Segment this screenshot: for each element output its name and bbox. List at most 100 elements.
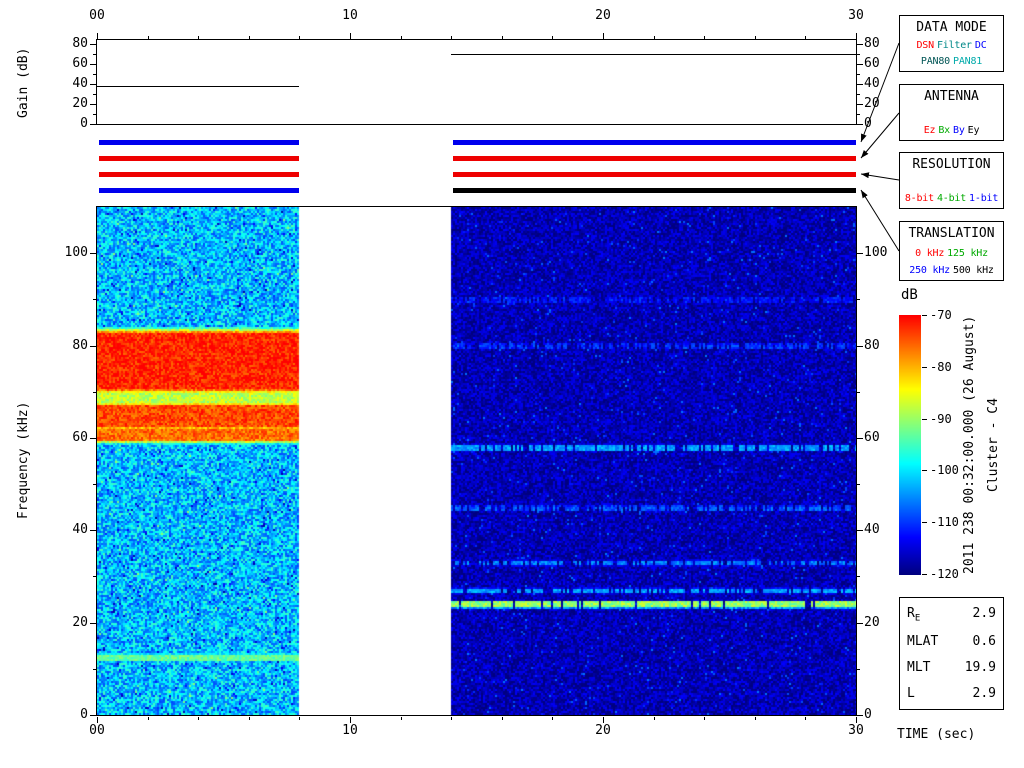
legend-item-pan80: PAN80 [920,56,950,67]
ephemeris-label: RE [907,605,921,624]
arrow-translation [860,189,900,252]
freq-tick-right [857,253,863,254]
gain-minor-tick-right [857,54,860,55]
gain-tick-label-left: 0 [80,116,88,131]
gain-minor-tick-left [93,54,96,55]
colorbar-tick [922,419,927,420]
legend-box-title: RESOLUTION [912,157,991,172]
resolution-bar [99,172,299,177]
freq-minor-tick-left [93,392,96,393]
time-tick-top [856,33,857,39]
gain-line [451,54,856,55]
freq-minor-tick-right [857,484,860,485]
time-minor-tick-top [552,36,553,39]
ephemeris-row-l: L 2.9 [907,686,996,701]
time-minor-tick-bottom [755,717,756,720]
time-tick-label-top: 10 [342,8,358,23]
gain-panel [96,39,857,125]
gain-tick-label-left: 40 [72,76,88,91]
legend-item-0-khz: 0 kHz [915,247,945,259]
legend-box-row: PAN80 PAN81 [900,56,1003,67]
timestamp-label: 2011 238 00:32:00.000 (26 August) [962,315,977,575]
time-minor-tick-top [755,36,756,39]
colorbar-tick-label: -120 [930,567,959,581]
freq-tick-right [857,530,863,531]
freq-tick-left [90,438,96,439]
spacecraft-label: Cluster - C4 [986,398,1001,492]
ephemeris-value: 19.9 [964,660,996,676]
legend-box-translation: TRANSLATION 0 kHz 125 kHz 250 kHz 500 kHz [899,221,1004,281]
time-minor-tick-bottom [249,717,250,720]
time-tick-label-bottom: 10 [342,723,358,738]
gain-minor-tick-left [93,94,96,95]
ephemeris-value: 2.9 [972,686,996,702]
time-tick-label-bottom: 20 [595,723,611,738]
gain-tick-left [90,104,96,105]
freq-tick-label-left: 60 [72,430,88,445]
time-minor-tick-bottom [502,717,503,720]
freq-minor-tick-right [857,299,860,300]
time-tick-label-top: 00 [89,8,105,23]
legend-item-1-bit: 1-bit [969,193,999,204]
freq-tick-label-right: 40 [864,522,880,537]
colorbar-tick [922,315,927,316]
freq-minor-tick-left [93,576,96,577]
freq-minor-tick-left [93,669,96,670]
legend-item-bx: Bx [938,125,950,136]
ephemeris-label: MLT [907,660,931,676]
time-tick-top [350,33,351,39]
arrow-data-mode [860,42,900,143]
gain-minor-tick-right [857,74,860,75]
colorbar-unit-label: dB [901,287,918,303]
arrow-antenna [860,112,900,159]
freq-tick-label-left: 20 [72,615,88,630]
colorbar-tick [922,367,927,368]
spectrogram-panel [96,206,857,716]
gain-tick-label-left: 20 [72,96,88,111]
time-tick-bottom [350,717,351,723]
time-minor-tick-top [704,36,705,39]
freq-tick-left [90,530,96,531]
antenna-bar [99,156,299,161]
time-minor-tick-top [299,36,300,39]
gain-tick-right [857,124,863,125]
time-minor-tick-bottom [451,717,452,720]
ephemeris-value: 0.6 [972,634,996,650]
gain-tick-right [857,64,863,65]
legend-box-antenna: ANTENNA Ez Bx By Ey [899,84,1004,141]
arrow-resolution [860,172,900,181]
freq-tick-left [90,623,96,624]
time-minor-tick-bottom [704,717,705,720]
time-minor-tick-bottom [552,717,553,720]
gain-tick-left [90,84,96,85]
freq-tick-right [857,438,863,439]
antenna-bar [453,156,856,161]
colorbar-tick [922,470,927,471]
time-minor-tick-top [401,36,402,39]
data-mode-bar [453,140,856,145]
gain-tick-label-left: 60 [72,56,88,71]
legend-box-row: 250 kHz 500 kHz [900,265,1003,276]
ephemeris-box: RE 2.9 MLAT 0.6 MLT 19.9 L 2.9 [899,597,1004,710]
legend-item-500-khz: 500 kHz [953,265,994,276]
freq-tick-right [857,623,863,624]
freq-tick-label-right: 0 [864,707,872,722]
legend-box-row: Ez Bx By Ey [900,125,1003,136]
time-minor-tick-top [654,36,655,39]
ephemeris-row-mlt: MLT 19.9 [907,660,996,675]
freq-minor-tick-right [857,669,860,670]
legend-item-ez: Ez [923,125,936,136]
time-minor-tick-top [198,36,199,39]
gain-line [97,86,299,87]
time-minor-tick-top [502,36,503,39]
legend-box-title: ANTENNA [924,89,979,104]
gain-tick-label-right: 80 [864,36,880,51]
gain-tick-left [90,124,96,125]
gain-tick-label-right: 60 [864,56,880,71]
legend-box-row: DSN Filter DC [900,40,1003,51]
time-minor-tick-bottom [401,717,402,720]
time-tick-label-top: 30 [848,8,864,23]
time-tick-label-bottom: 00 [89,723,105,738]
time-tick-top [97,33,98,39]
legend-item-ey: Ey [967,125,980,136]
